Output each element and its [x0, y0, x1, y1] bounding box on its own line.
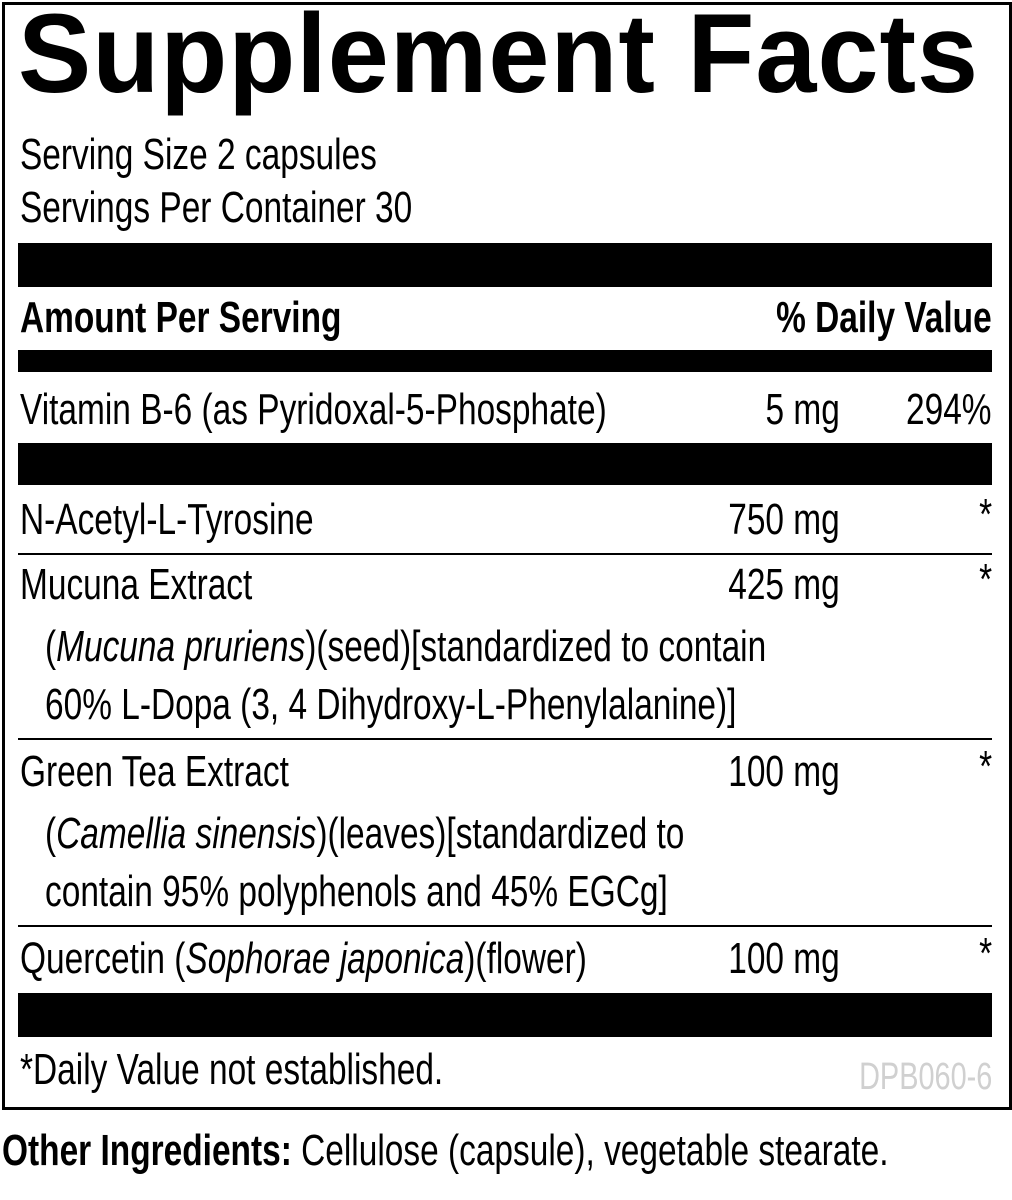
- divider-thick: [18, 243, 992, 287]
- ingredient-name: Vitamin B-6 (as Pyridoxal-5-Phosphate): [20, 385, 607, 434]
- ingredient-amount: 425 mg: [728, 560, 840, 609]
- ingredient-detail: contain 95% polyphenols and 45% EGCg]: [45, 867, 668, 916]
- botanical-name: Camellia sinensis: [56, 809, 317, 858]
- ingredient-detail: (Mucuna pruriens)(seed)[standardized to …: [45, 622, 766, 672]
- other-ingredients-label: Other Ingredients:: [2, 1126, 292, 1175]
- ingredient-amount: 5 mg: [765, 385, 840, 434]
- ingredient-amount: 750 mg: [728, 495, 840, 544]
- name-text: )(flower): [464, 934, 587, 983]
- footnote: *Daily Value not established.: [20, 1045, 444, 1094]
- servings-per-container: Servings Per Container 30: [20, 183, 413, 232]
- ingredient-name: N-Acetyl-L-Tyrosine: [20, 495, 314, 544]
- row-divider: [18, 738, 992, 740]
- daily-value-header: % Daily Value: [776, 293, 992, 342]
- ingredient-dv: *: [978, 490, 992, 539]
- detail-text: )(seed)[standardized to contain: [305, 622, 767, 671]
- other-ingredients: Other Ingredients: Cellulose (capsule), …: [2, 1126, 889, 1176]
- ingredient-amount: 100 mg: [728, 747, 840, 796]
- divider-thick: [18, 993, 992, 1037]
- divider-thick: [18, 443, 992, 485]
- detail-text: (: [45, 809, 57, 858]
- product-code: DPB060-6: [858, 1056, 992, 1098]
- other-ingredients-text: Cellulose (capsule), vegetable stearate.: [291, 1126, 889, 1175]
- panel-title: Supplement Facts: [18, 0, 980, 116]
- supplement-facts-panel: [2, 2, 1012, 1110]
- divider-medium: [18, 350, 992, 372]
- name-text: Quercetin (: [20, 934, 186, 983]
- ingredient-dv: *: [978, 555, 992, 604]
- ingredient-detail: (Camellia sinensis)(leaves)[standardized…: [45, 809, 684, 859]
- row-divider: [18, 925, 992, 927]
- ingredient-name: Green Tea Extract: [20, 747, 289, 796]
- ingredient-name: Quercetin (Sophorae japonica)(flower): [20, 934, 587, 984]
- serving-size: Serving Size 2 capsules: [20, 130, 377, 179]
- botanical-name: Mucuna pruriens: [56, 622, 306, 671]
- ingredient-dv: 294%: [906, 385, 992, 434]
- ingredient-dv: *: [978, 929, 992, 978]
- ingredient-amount: 100 mg: [728, 934, 840, 983]
- ingredient-detail: 60% L-Dopa (3, 4 Dihydroxy-L-Phenylalani…: [45, 680, 737, 729]
- ingredient-dv: *: [978, 742, 992, 791]
- detail-text: )(leaves)[standardized to: [316, 809, 685, 858]
- amount-per-serving-header: Amount Per Serving: [20, 293, 342, 342]
- ingredient-name: Mucuna Extract: [20, 560, 253, 609]
- detail-text: (: [45, 622, 57, 671]
- botanical-name: Sophorae japonica: [185, 934, 465, 983]
- row-divider: [18, 553, 992, 555]
